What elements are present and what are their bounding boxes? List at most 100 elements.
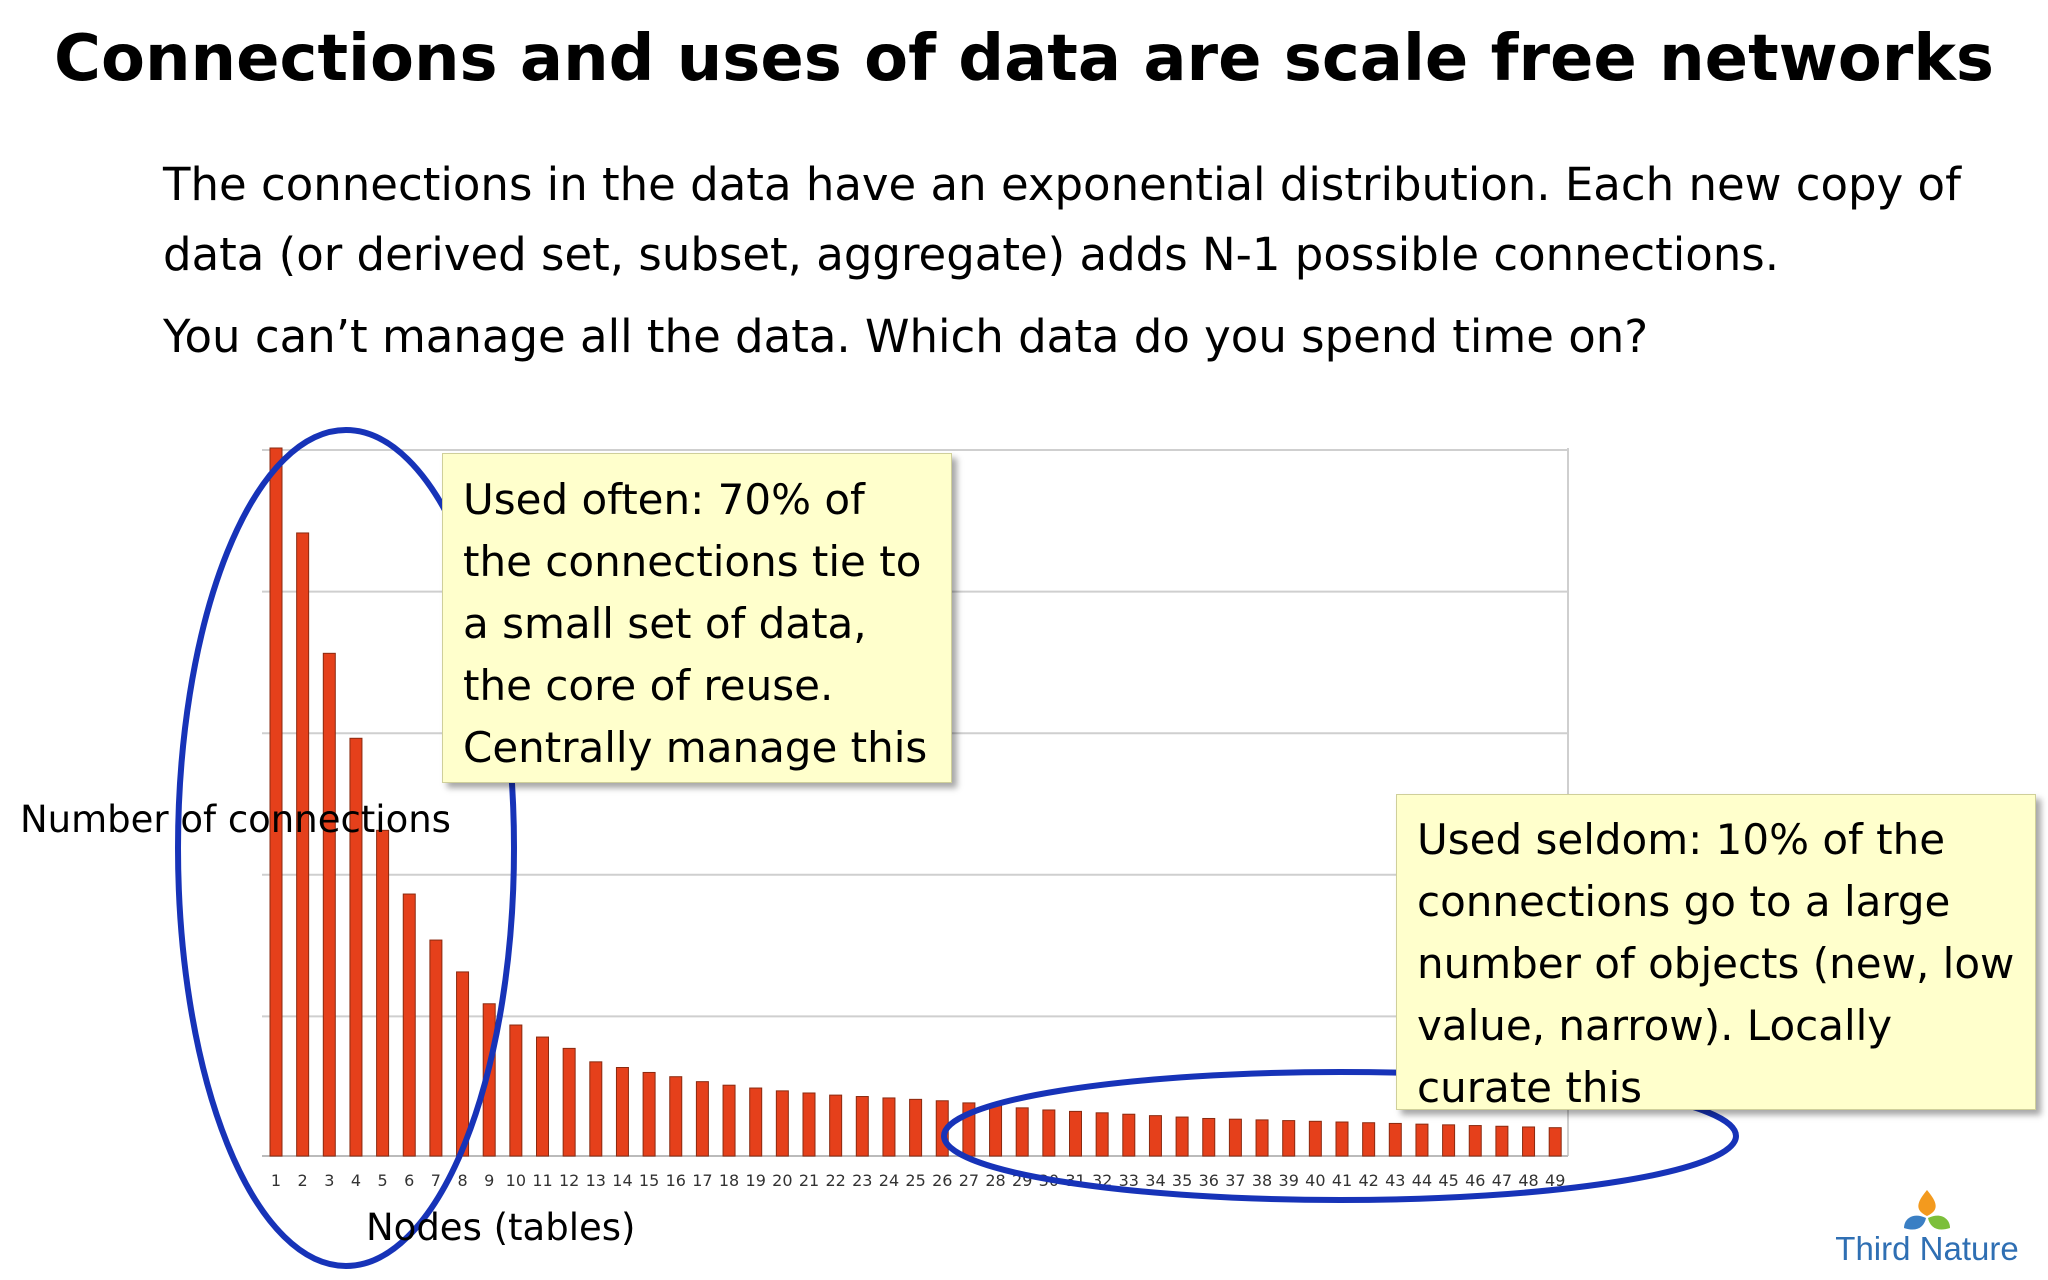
x-tick-label: 6 — [404, 1171, 414, 1190]
bar-node-3 — [322, 652, 336, 1157]
bar-node-46 — [1468, 1125, 1482, 1157]
bar-node-28 — [989, 1105, 1003, 1157]
bar-node-45 — [1442, 1124, 1456, 1157]
bar-node-18 — [722, 1084, 736, 1157]
x-tick-label: 42 — [1358, 1171, 1378, 1190]
x-tick-label: 18 — [719, 1171, 739, 1190]
x-tick-label: 33 — [1119, 1171, 1139, 1190]
x-tick-label: 3 — [324, 1171, 334, 1190]
bar-node-32 — [1095, 1112, 1109, 1157]
bar-node-36 — [1202, 1117, 1216, 1157]
x-tick-label: 7 — [431, 1171, 441, 1190]
bar-node-10 — [509, 1024, 523, 1157]
bar-node-4 — [349, 737, 363, 1157]
slide-body: The connections in the data have an expo… — [163, 150, 2023, 372]
x-tick-label: 19 — [746, 1171, 766, 1190]
slide-title: Connections and uses of data are scale f… — [54, 22, 1994, 96]
x-tick-label: 14 — [612, 1171, 632, 1190]
x-tick-label: 13 — [586, 1171, 606, 1190]
bar-node-41 — [1335, 1121, 1349, 1157]
y-axis-label: Number of connections — [20, 798, 451, 841]
x-tick-label: 21 — [799, 1171, 819, 1190]
bar-node-34 — [1148, 1115, 1162, 1157]
x-tick-label: 37 — [1225, 1171, 1245, 1190]
bar-node-16 — [669, 1076, 683, 1157]
bar-node-13 — [589, 1061, 603, 1157]
bar-node-2 — [296, 532, 310, 1157]
x-tick-label: 11 — [532, 1171, 552, 1190]
x-tick-label: 9 — [484, 1171, 494, 1190]
x-tick-label: 28 — [985, 1171, 1005, 1190]
bar-node-8 — [456, 971, 470, 1157]
bar-node-15 — [642, 1071, 656, 1157]
x-tick-label: 27 — [959, 1171, 979, 1190]
x-tick-label: 35 — [1172, 1171, 1192, 1190]
bar-node-20 — [775, 1090, 789, 1157]
x-tick-label: 25 — [905, 1171, 925, 1190]
x-tick-label: 45 — [1438, 1171, 1458, 1190]
bar-node-30 — [1042, 1109, 1056, 1157]
x-tick-label: 36 — [1199, 1171, 1219, 1190]
x-tick-label: 39 — [1279, 1171, 1299, 1190]
core-data-ellipse — [175, 427, 517, 1269]
bar-node-25 — [909, 1098, 923, 1157]
x-tick-label: 20 — [772, 1171, 792, 1190]
x-tick-label: 23 — [852, 1171, 872, 1190]
x-tick-label: 17 — [692, 1171, 712, 1190]
bar-node-33 — [1122, 1113, 1136, 1157]
bar-node-23 — [855, 1096, 869, 1157]
bar-node-43 — [1388, 1122, 1402, 1157]
bar-node-19 — [749, 1087, 763, 1157]
x-tick-label: 48 — [1518, 1171, 1538, 1190]
bar-node-42 — [1362, 1122, 1376, 1157]
bar-node-31 — [1069, 1110, 1082, 1157]
bar-node-49 — [1548, 1127, 1562, 1157]
body-paragraph-2: You can’t manage all the data. Which dat… — [163, 310, 1649, 363]
x-tick-label: 43 — [1385, 1171, 1405, 1190]
long-tail-ellipse — [941, 1069, 1739, 1203]
x-tick-label: 4 — [351, 1171, 361, 1190]
bar-node-6 — [402, 893, 416, 1157]
bar-node-39 — [1282, 1120, 1296, 1157]
bar-node-21 — [802, 1092, 816, 1157]
chart-x-tick-labels: 1 2 3 4 5 6 7 8 9 10 11 12 13 14 15 16 17 18 19 20 21 22 23 24 2… — [271, 1171, 1565, 1190]
bar-node-40 — [1308, 1120, 1322, 1157]
x-tick-label: 41 — [1332, 1171, 1352, 1190]
callout-used-seldom: Used seldom: 10% of the connections go t… — [1396, 794, 2036, 1112]
bar-node-1 — [269, 447, 283, 1157]
bar-node-22 — [829, 1094, 843, 1157]
body-paragraph-1: The connections in the data have an expo… — [163, 158, 1961, 281]
bar-node-12 — [562, 1047, 576, 1157]
x-tick-label: 15 — [639, 1171, 659, 1190]
bar-node-5 — [376, 829, 390, 1157]
x-tick-label: 34 — [1145, 1171, 1165, 1190]
x-axis-label: Nodes (tables) — [366, 1206, 636, 1249]
bar-node-35 — [1175, 1116, 1189, 1157]
bar-node-44 — [1415, 1123, 1429, 1157]
logo-icon — [1904, 1190, 1950, 1230]
x-tick-label: 5 — [378, 1171, 388, 1190]
bar-node-17 — [695, 1081, 709, 1157]
x-tick-label: 44 — [1412, 1171, 1432, 1190]
x-tick-label: 22 — [825, 1171, 845, 1190]
x-tick-label: 38 — [1252, 1171, 1272, 1190]
x-tick-label: 47 — [1492, 1171, 1512, 1190]
third-nature-logo: Third Nature — [1822, 1188, 2032, 1268]
x-tick-label: 26 — [932, 1171, 952, 1190]
callout-used-often: Used often: 70% of the connections tie t… — [442, 453, 952, 783]
x-tick-label: 24 — [879, 1171, 899, 1190]
x-tick-label: 16 — [666, 1171, 686, 1190]
x-tick-label: 1 — [271, 1171, 281, 1190]
bar-node-11 — [536, 1036, 549, 1157]
chart-bars — [269, 447, 1562, 1157]
bar-node-14 — [615, 1067, 629, 1157]
x-tick-label: 46 — [1465, 1171, 1485, 1190]
logo-text: Third Nature — [1835, 1230, 2019, 1267]
bar-node-48 — [1522, 1126, 1536, 1157]
x-tick-label: 12 — [559, 1171, 579, 1190]
bar-node-47 — [1495, 1125, 1509, 1157]
bar-node-7 — [429, 939, 443, 1157]
x-tick-label: 40 — [1305, 1171, 1325, 1190]
x-tick-label: 10 — [506, 1171, 526, 1190]
